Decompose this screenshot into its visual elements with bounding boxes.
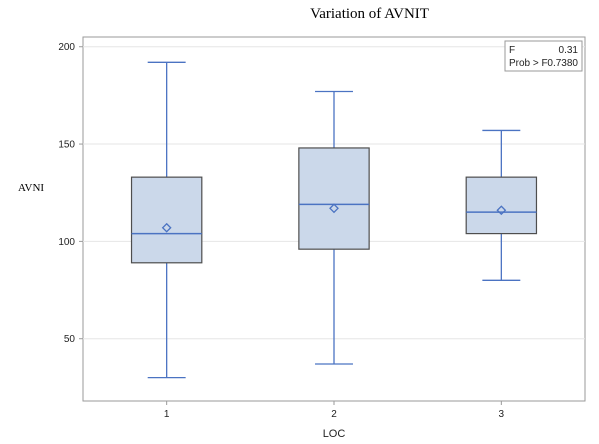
y-axis-label: AVNI [18, 182, 45, 194]
box-body [130, 176, 203, 264]
box-1 [130, 61, 203, 379]
y-tick-label-200: 200 [58, 42, 75, 53]
x-tick-label-2: 2 [331, 409, 337, 420]
y-tick-label-50: 50 [64, 334, 76, 345]
x-tick-label-1: 1 [164, 409, 170, 420]
box-series [130, 61, 538, 379]
inset-prob-value: 0.7380 [547, 58, 578, 69]
inset-f-value: 0.31 [559, 45, 579, 56]
inset-f-label: F [509, 45, 515, 56]
box-body [298, 147, 370, 250]
x-axis-label: LOC [323, 428, 346, 440]
inset-prob-label: Prob > F [509, 58, 548, 69]
y-axis-ticks: 50 100 150 200 [58, 42, 83, 345]
box-2 [298, 90, 370, 365]
x-tick-label-3: 3 [499, 409, 505, 420]
stats-inset-box [504, 40, 583, 72]
x-axis-ticks: 1 2 3 [164, 401, 505, 420]
box-3 [465, 129, 538, 281]
mean-marker [329, 203, 339, 214]
stats-inset: F 0.31 Prob > F 0.7380 [504, 40, 583, 72]
y-tick-label-150: 150 [58, 140, 75, 151]
mean-marker [496, 205, 507, 216]
y-tick-label-100: 100 [58, 237, 75, 248]
mean-marker [161, 222, 172, 233]
chart-title: Variation of AVNIT [310, 6, 429, 22]
